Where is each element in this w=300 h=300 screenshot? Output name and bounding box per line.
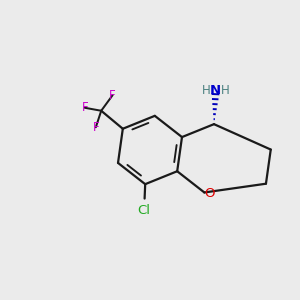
Text: Cl: Cl <box>137 204 150 217</box>
Text: N: N <box>210 84 221 97</box>
Text: H: H <box>202 84 210 97</box>
Text: F: F <box>81 101 88 114</box>
Text: F: F <box>109 89 116 102</box>
Text: F: F <box>92 121 99 134</box>
Text: H: H <box>221 84 230 97</box>
Text: O: O <box>204 187 215 200</box>
